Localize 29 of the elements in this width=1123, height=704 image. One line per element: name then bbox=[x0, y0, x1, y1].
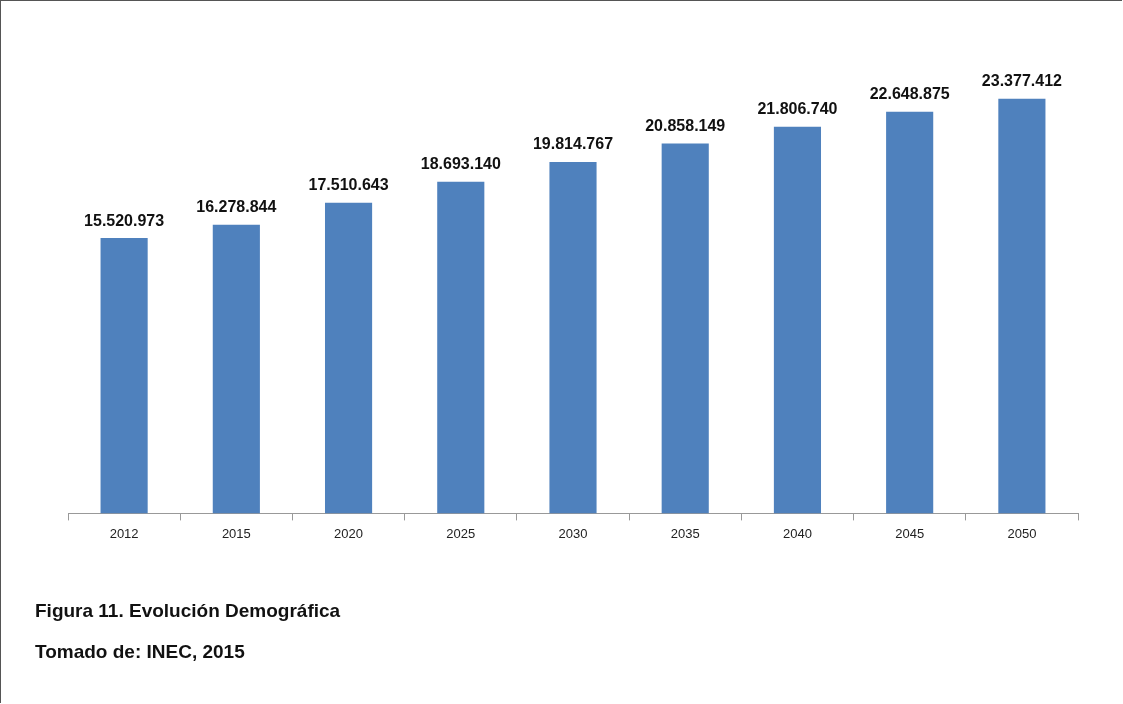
data-label: 20.858.149 bbox=[645, 116, 726, 134]
x-tick-label: 2045 bbox=[895, 525, 925, 541]
bar bbox=[100, 238, 148, 514]
bar bbox=[661, 143, 709, 514]
bar bbox=[773, 126, 822, 514]
x-tick-label: 2050 bbox=[1007, 525, 1037, 541]
bar bbox=[886, 111, 934, 514]
data-label: 21.806.740 bbox=[757, 100, 838, 118]
x-tick-label: 2025 bbox=[446, 525, 476, 541]
data-label: 19.814.767 bbox=[532, 135, 614, 153]
bar bbox=[324, 202, 373, 514]
bar bbox=[549, 161, 597, 514]
text: Figura 11. Evolución Demográfica bbox=[35, 600, 341, 622]
bar bbox=[437, 181, 485, 514]
data-label: 23.377.412 bbox=[981, 72, 1063, 90]
bar bbox=[998, 98, 1046, 514]
x-tick-label: 2012 bbox=[109, 525, 139, 541]
data-label: 18.693.140 bbox=[420, 155, 501, 173]
x-tick-label: 2040 bbox=[782, 525, 812, 541]
data-label: 15.520.973 bbox=[84, 211, 165, 229]
x-tick-label: 2015 bbox=[221, 525, 251, 541]
data-label: 22.648.875 bbox=[869, 85, 950, 103]
x-tick-label: 2020 bbox=[334, 525, 364, 541]
bar bbox=[212, 224, 260, 514]
x-tick-label: 2035 bbox=[670, 525, 700, 541]
text: Tomado de: INEC, 2015 bbox=[35, 641, 246, 663]
x-tick-label: 2030 bbox=[558, 525, 588, 541]
data-label: 16.278.844 bbox=[196, 198, 277, 216]
data-label: 17.510.643 bbox=[308, 176, 389, 194]
